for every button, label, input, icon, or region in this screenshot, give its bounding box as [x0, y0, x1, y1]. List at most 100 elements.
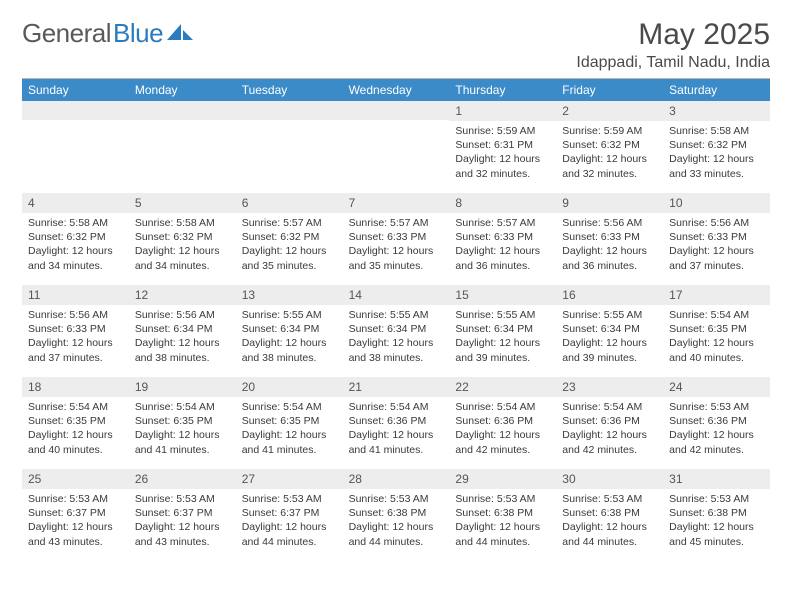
sunset-text: Sunset: 6:33 PM	[562, 230, 657, 244]
sunset-text: Sunset: 6:33 PM	[349, 230, 444, 244]
day-cell: 21Sunrise: 5:54 AMSunset: 6:36 PMDayligh…	[343, 377, 450, 469]
sunrise-text: Sunrise: 5:57 AM	[455, 216, 550, 230]
day-number	[129, 101, 236, 120]
week-row: 4Sunrise: 5:58 AMSunset: 6:32 PMDaylight…	[22, 193, 770, 285]
day-number: 6	[236, 193, 343, 213]
day-body: Sunrise: 5:56 AMSunset: 6:33 PMDaylight:…	[556, 213, 663, 279]
weeks-container: 1Sunrise: 5:59 AMSunset: 6:31 PMDaylight…	[22, 101, 770, 561]
week-row: 11Sunrise: 5:56 AMSunset: 6:33 PMDayligh…	[22, 285, 770, 377]
day-body: Sunrise: 5:57 AMSunset: 6:33 PMDaylight:…	[449, 213, 556, 279]
day-body: Sunrise: 5:59 AMSunset: 6:31 PMDaylight:…	[449, 121, 556, 187]
week-row: 1Sunrise: 5:59 AMSunset: 6:31 PMDaylight…	[22, 101, 770, 193]
daylight-text: Daylight: 12 hours and 39 minutes.	[455, 336, 550, 364]
sunset-text: Sunset: 6:36 PM	[562, 414, 657, 428]
day-number: 1	[449, 101, 556, 121]
day-cell: 12Sunrise: 5:56 AMSunset: 6:34 PMDayligh…	[129, 285, 236, 377]
location-label: Idappadi, Tamil Nadu, India	[576, 54, 770, 72]
day-cell: 18Sunrise: 5:54 AMSunset: 6:35 PMDayligh…	[22, 377, 129, 469]
sunrise-text: Sunrise: 5:58 AM	[135, 216, 230, 230]
sunrise-text: Sunrise: 5:53 AM	[242, 492, 337, 506]
day-body: Sunrise: 5:54 AMSunset: 6:35 PMDaylight:…	[663, 305, 770, 371]
page-header: GeneralBlue May 2025 Idappadi, Tamil Nad…	[22, 18, 770, 72]
day-body: Sunrise: 5:58 AMSunset: 6:32 PMDaylight:…	[129, 213, 236, 279]
day-cell: 5Sunrise: 5:58 AMSunset: 6:32 PMDaylight…	[129, 193, 236, 285]
day-body: Sunrise: 5:54 AMSunset: 6:36 PMDaylight:…	[556, 397, 663, 463]
day-cell: 11Sunrise: 5:56 AMSunset: 6:33 PMDayligh…	[22, 285, 129, 377]
day-body: Sunrise: 5:53 AMSunset: 6:37 PMDaylight:…	[236, 489, 343, 555]
sunset-text: Sunset: 6:31 PM	[455, 138, 550, 152]
brand-logo: GeneralBlue	[22, 18, 193, 49]
sunset-text: Sunset: 6:34 PM	[455, 322, 550, 336]
sunset-text: Sunset: 6:34 PM	[242, 322, 337, 336]
calendar-page: GeneralBlue May 2025 Idappadi, Tamil Nad…	[0, 0, 792, 571]
day-number: 13	[236, 285, 343, 305]
day-body: Sunrise: 5:55 AMSunset: 6:34 PMDaylight:…	[556, 305, 663, 371]
daylight-text: Daylight: 12 hours and 32 minutes.	[562, 152, 657, 180]
sunset-text: Sunset: 6:32 PM	[242, 230, 337, 244]
daylight-text: Daylight: 12 hours and 38 minutes.	[135, 336, 230, 364]
daylight-text: Daylight: 12 hours and 36 minutes.	[562, 244, 657, 272]
day-body: Sunrise: 5:53 AMSunset: 6:37 PMDaylight:…	[129, 489, 236, 555]
daylight-text: Daylight: 12 hours and 39 minutes.	[562, 336, 657, 364]
daylight-text: Daylight: 12 hours and 43 minutes.	[28, 520, 123, 548]
sunrise-text: Sunrise: 5:53 AM	[562, 492, 657, 506]
day-cell	[129, 101, 236, 193]
daylight-text: Daylight: 12 hours and 44 minutes.	[455, 520, 550, 548]
day-number: 14	[343, 285, 450, 305]
day-number: 10	[663, 193, 770, 213]
day-cell: 24Sunrise: 5:53 AMSunset: 6:36 PMDayligh…	[663, 377, 770, 469]
sunrise-text: Sunrise: 5:57 AM	[242, 216, 337, 230]
day-body: Sunrise: 5:58 AMSunset: 6:32 PMDaylight:…	[22, 213, 129, 279]
sunset-text: Sunset: 6:36 PM	[349, 414, 444, 428]
day-number: 19	[129, 377, 236, 397]
dow-tuesday: Tuesday	[236, 79, 343, 101]
sunrise-text: Sunrise: 5:56 AM	[669, 216, 764, 230]
daylight-text: Daylight: 12 hours and 43 minutes.	[135, 520, 230, 548]
day-cell: 31Sunrise: 5:53 AMSunset: 6:38 PMDayligh…	[663, 469, 770, 561]
day-cell: 19Sunrise: 5:54 AMSunset: 6:35 PMDayligh…	[129, 377, 236, 469]
day-body: Sunrise: 5:56 AMSunset: 6:33 PMDaylight:…	[22, 305, 129, 371]
sunset-text: Sunset: 6:35 PM	[28, 414, 123, 428]
day-number: 22	[449, 377, 556, 397]
day-cell: 29Sunrise: 5:53 AMSunset: 6:38 PMDayligh…	[449, 469, 556, 561]
sunrise-text: Sunrise: 5:58 AM	[669, 124, 764, 138]
day-cell: 20Sunrise: 5:54 AMSunset: 6:35 PMDayligh…	[236, 377, 343, 469]
day-number: 4	[22, 193, 129, 213]
sunrise-text: Sunrise: 5:56 AM	[135, 308, 230, 322]
day-cell: 13Sunrise: 5:55 AMSunset: 6:34 PMDayligh…	[236, 285, 343, 377]
sunset-text: Sunset: 6:34 PM	[349, 322, 444, 336]
sunrise-text: Sunrise: 5:54 AM	[242, 400, 337, 414]
sunrise-text: Sunrise: 5:56 AM	[28, 308, 123, 322]
day-body: Sunrise: 5:54 AMSunset: 6:35 PMDaylight:…	[129, 397, 236, 463]
sunrise-text: Sunrise: 5:53 AM	[349, 492, 444, 506]
sunrise-text: Sunrise: 5:54 AM	[28, 400, 123, 414]
sunset-text: Sunset: 6:33 PM	[455, 230, 550, 244]
sunrise-text: Sunrise: 5:55 AM	[242, 308, 337, 322]
daylight-text: Daylight: 12 hours and 44 minutes.	[349, 520, 444, 548]
day-number: 29	[449, 469, 556, 489]
day-cell: 4Sunrise: 5:58 AMSunset: 6:32 PMDaylight…	[22, 193, 129, 285]
day-cell: 22Sunrise: 5:54 AMSunset: 6:36 PMDayligh…	[449, 377, 556, 469]
day-cell: 2Sunrise: 5:59 AMSunset: 6:32 PMDaylight…	[556, 101, 663, 193]
day-number: 12	[129, 285, 236, 305]
day-body: Sunrise: 5:55 AMSunset: 6:34 PMDaylight:…	[449, 305, 556, 371]
week-row: 25Sunrise: 5:53 AMSunset: 6:37 PMDayligh…	[22, 469, 770, 561]
daylight-text: Daylight: 12 hours and 34 minutes.	[135, 244, 230, 272]
day-body	[236, 120, 343, 129]
day-number: 23	[556, 377, 663, 397]
daylight-text: Daylight: 12 hours and 40 minutes.	[669, 336, 764, 364]
day-of-week-header: Sunday Monday Tuesday Wednesday Thursday…	[22, 79, 770, 101]
day-number: 8	[449, 193, 556, 213]
day-number: 9	[556, 193, 663, 213]
daylight-text: Daylight: 12 hours and 41 minutes.	[242, 428, 337, 456]
sunset-text: Sunset: 6:33 PM	[669, 230, 764, 244]
day-cell: 16Sunrise: 5:55 AMSunset: 6:34 PMDayligh…	[556, 285, 663, 377]
day-number: 16	[556, 285, 663, 305]
day-number: 18	[22, 377, 129, 397]
daylight-text: Daylight: 12 hours and 37 minutes.	[28, 336, 123, 364]
day-body: Sunrise: 5:54 AMSunset: 6:35 PMDaylight:…	[22, 397, 129, 463]
sunrise-text: Sunrise: 5:58 AM	[28, 216, 123, 230]
sunset-text: Sunset: 6:35 PM	[669, 322, 764, 336]
sunrise-text: Sunrise: 5:53 AM	[135, 492, 230, 506]
day-cell: 9Sunrise: 5:56 AMSunset: 6:33 PMDaylight…	[556, 193, 663, 285]
